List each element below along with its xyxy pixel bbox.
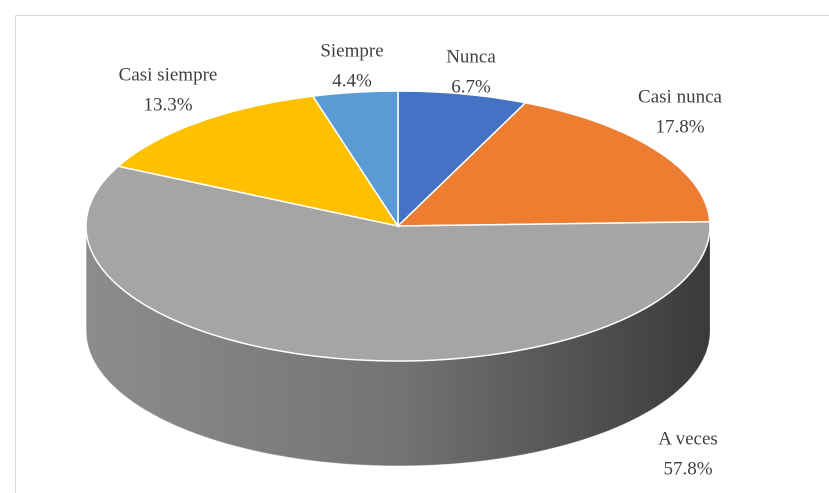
pie-slice — [311, 90, 399, 229]
data-label-value: 6.7% — [451, 76, 491, 97]
pie-slice — [396, 101, 711, 227]
pie-slice — [116, 95, 400, 228]
pie-side-shade — [86, 226, 710, 466]
data-label-value: 4.4% — [332, 70, 372, 91]
data-label-value: 17.8% — [655, 116, 704, 137]
pie-slice — [85, 165, 711, 362]
chart-border — [15, 15, 829, 493]
data-label-name: Siempre — [320, 40, 383, 61]
data-label-name: Nunca — [446, 46, 496, 67]
data-label-name: Casi nunca — [638, 86, 722, 107]
pie-slice — [397, 90, 528, 228]
data-label-name: Casi siempre — [119, 64, 218, 85]
data-label-value: 57.8% — [663, 458, 712, 479]
data-label-name: A veces — [658, 428, 718, 449]
data-label-value: 13.3% — [143, 94, 192, 115]
